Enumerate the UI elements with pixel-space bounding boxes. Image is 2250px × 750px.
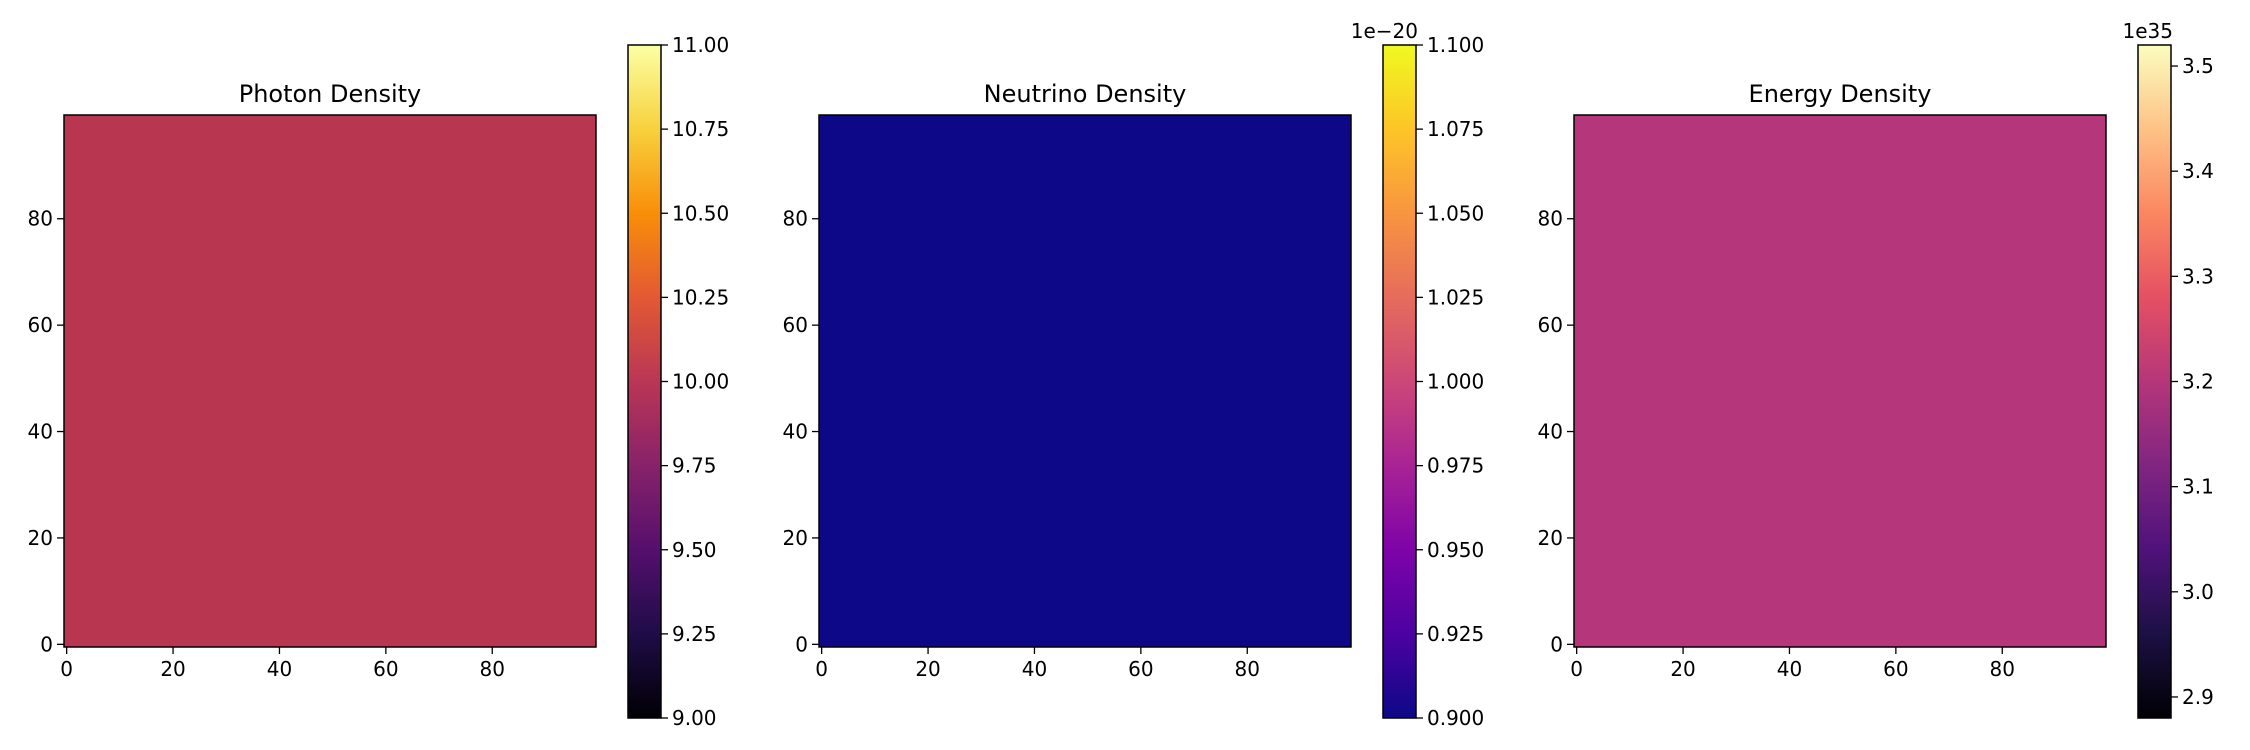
colorbar-tick-label: 11.00 [672, 33, 729, 57]
x-axis: 0 20 40 60 80 [1570, 647, 2015, 681]
x-tick-label: 40 [1022, 657, 1047, 681]
colorbar-tick-label: 1.025 [1427, 285, 1484, 309]
colorbar-tick-label: 9.25 [672, 622, 717, 646]
x-tick-label: 60 [1128, 657, 1153, 681]
y-tick-label: 0 [795, 632, 808, 656]
colorbar-multiplier: 1e35 [2123, 19, 2173, 43]
colorbar-tick-label: 9.50 [672, 538, 717, 562]
colorbar-tick-label: 0.950 [1427, 538, 1484, 562]
colorbar-ticks: 9.00 9.25 9.50 9.75 10.00 10.25 10.50 10.75 11.0… [661, 33, 729, 730]
y-tick-label: 60 [783, 313, 808, 337]
colorbar-tick-label: 10.25 [672, 285, 729, 309]
colorbar-tick-label: 3.5 [2182, 54, 2214, 78]
x-tick-label: 80 [480, 657, 505, 681]
colorbar-ticks: 2.9 3.0 3.1 3.2 3.3 3.4 3.5 [2171, 54, 2214, 709]
x-tick-label: 80 [1235, 657, 1260, 681]
y-tick-label: 80 [1538, 207, 1563, 231]
colorbar-tick-label: 0.975 [1427, 454, 1484, 478]
colorbar-gradient [1382, 44, 1417, 719]
y-tick-label: 0 [1550, 632, 1563, 656]
colorbar: 2.9 3.0 3.1 3.2 3.3 3.4 3.5 1e35 [2123, 19, 2214, 719]
colorbar-tick-label: 0.900 [1427, 706, 1484, 730]
heatmap-field [63, 114, 597, 648]
colorbar-tick-label: 0.925 [1427, 622, 1484, 646]
x-tick-label: 0 [60, 657, 73, 681]
heatmap-field [1573, 114, 2107, 648]
colorbar-tick-label: 9.75 [672, 454, 717, 478]
colorbar-multiplier: 1e−20 [1351, 19, 1418, 43]
colorbar-ticks: 0.900 0.925 0.950 0.975 1.000 1.025 1.050 1.075… [1416, 33, 1484, 730]
panel-title: Neutrino Density [984, 80, 1187, 108]
y-tick-label: 40 [783, 420, 808, 444]
colorbar-tick-label: 10.75 [672, 117, 729, 141]
colorbar-tick-label: 3.3 [2182, 264, 2214, 288]
y-tick-label: 20 [28, 526, 53, 550]
panel-title: Energy Density [1749, 80, 1932, 108]
y-axis: 0 20 40 60 80 [1538, 207, 1574, 656]
colorbar-tick-label: 3.0 [2182, 580, 2214, 604]
y-tick-label: 20 [783, 526, 808, 550]
y-tick-label: 60 [28, 313, 53, 337]
x-tick-label: 20 [1670, 657, 1695, 681]
colorbar-tick-label: 3.2 [2182, 370, 2214, 394]
x-tick-label: 0 [1570, 657, 1583, 681]
y-tick-label: 80 [28, 207, 53, 231]
y-tick-label: 0 [40, 632, 53, 656]
y-axis: 0 20 40 60 80 [783, 207, 819, 656]
colorbar-tick-label: 10.00 [672, 370, 729, 394]
panel-neutrino-density: Neutrino Density 0 20 40 60 80 0 20 40 60 80 0.9… [783, 19, 1485, 730]
colorbar: 9.00 9.25 9.50 9.75 10.00 10.25 10.50 10.75 11.0… [627, 33, 729, 730]
colorbar-gradient [2137, 44, 2172, 719]
colorbar: 0.900 0.925 0.950 0.975 1.000 1.025 1.050 1.075… [1351, 19, 1485, 730]
x-tick-label: 80 [1990, 657, 2015, 681]
colorbar-tick-label: 1.000 [1427, 370, 1484, 394]
heatmap-field [818, 114, 1352, 648]
x-tick-label: 0 [815, 657, 828, 681]
y-tick-label: 40 [28, 420, 53, 444]
colorbar-tick-label: 1.075 [1427, 117, 1484, 141]
x-tick-label: 20 [915, 657, 940, 681]
colorbar-gradient [627, 44, 662, 719]
colorbar-tick-label: 2.9 [2182, 685, 2214, 709]
colorbar-tick-label: 10.50 [672, 201, 729, 225]
colorbar-tick-label: 9.00 [672, 706, 717, 730]
panel-title: Photon Density [239, 80, 422, 108]
x-tick-label: 60 [373, 657, 398, 681]
x-axis: 0 20 40 60 80 [815, 647, 1260, 681]
x-axis: 0 20 40 60 80 [60, 647, 505, 681]
x-tick-label: 60 [1883, 657, 1908, 681]
panel-energy-density: Energy Density 0 20 40 60 80 0 20 40 60 80 2.9 3.… [1538, 19, 2214, 719]
colorbar-tick-label: 3.1 [2182, 475, 2214, 499]
y-tick-label: 20 [1538, 526, 1563, 550]
y-tick-label: 40 [1538, 420, 1563, 444]
colorbar-tick-label: 1.100 [1427, 33, 1484, 57]
x-tick-label: 40 [267, 657, 292, 681]
x-tick-label: 40 [1777, 657, 1802, 681]
y-tick-label: 80 [783, 207, 808, 231]
colorbar-tick-label: 3.4 [2182, 159, 2214, 183]
colorbar-tick-label: 1.050 [1427, 201, 1484, 225]
x-tick-label: 20 [160, 657, 185, 681]
y-axis: 0 20 40 60 80 [28, 207, 64, 656]
y-tick-label: 60 [1538, 313, 1563, 337]
